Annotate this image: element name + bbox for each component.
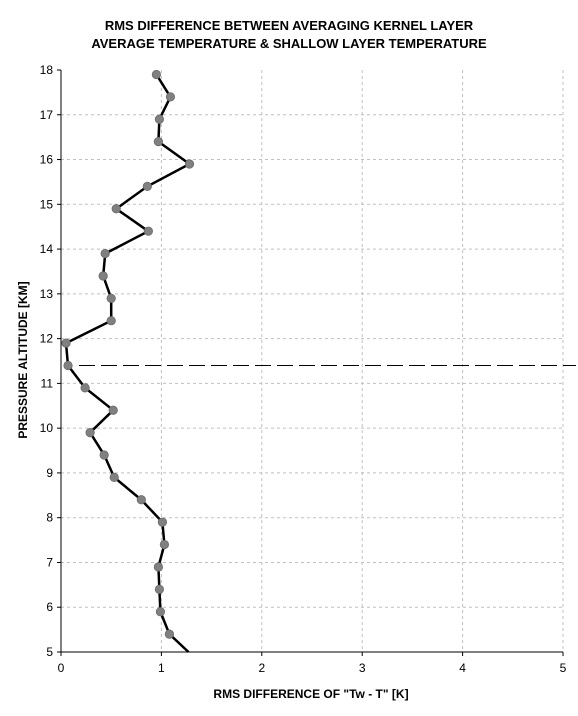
data-point <box>153 137 163 147</box>
series-line <box>64 73 192 653</box>
grid-layer <box>61 70 564 652</box>
data-point <box>80 383 90 393</box>
data-point <box>142 181 152 191</box>
x-tick-label: 4 <box>459 661 466 675</box>
data-point <box>100 248 110 259</box>
data-point <box>165 92 176 102</box>
data-point <box>63 360 73 371</box>
data-point <box>109 472 119 482</box>
y-tick-label: 15 <box>40 197 54 211</box>
data-point <box>136 495 146 505</box>
data-point <box>98 271 108 281</box>
data-point <box>154 584 164 594</box>
axes-layer <box>57 69 564 656</box>
y-tick-label: 8 <box>46 511 53 525</box>
y-tick-label: 12 <box>40 332 54 346</box>
y-tick-label: 14 <box>40 242 54 256</box>
x-tick-label: 1 <box>158 661 165 675</box>
data-point <box>184 159 195 169</box>
data-point <box>143 226 153 236</box>
data-point <box>106 316 116 326</box>
y-tick-label: 5 <box>46 645 53 659</box>
data-point <box>85 428 95 438</box>
data-point <box>164 629 175 639</box>
x-tick-label: 5 <box>560 661 567 675</box>
y-tick-label: 13 <box>40 287 54 301</box>
y-axis-label: PRESSURE ALTITUDE [KM] <box>16 281 30 438</box>
x-tick-label: 3 <box>359 661 366 675</box>
data-point <box>61 338 71 348</box>
data-point <box>111 204 121 214</box>
chart-title-line-2: AVERAGE TEMPERATURE & SHALLOW LAYER TEMP… <box>91 36 487 51</box>
y-tick-label: 10 <box>40 421 54 435</box>
y-tick-label: 11 <box>41 376 54 390</box>
data-point <box>108 405 118 415</box>
data-point <box>159 539 170 550</box>
data-point <box>106 293 116 303</box>
data-point <box>155 607 165 617</box>
y-tick-label: 9 <box>46 466 53 480</box>
y-tick-label: 6 <box>46 600 53 614</box>
x-tick-label: 2 <box>258 661 265 675</box>
x-axis-label: RMS DIFFERENCE OF "Tw - T" [K] <box>213 687 408 701</box>
data-point <box>153 562 163 572</box>
series-markers <box>61 69 195 639</box>
y-tick-label: 17 <box>40 108 54 122</box>
data-point <box>154 114 164 124</box>
x-tick-label: 0 <box>58 661 65 675</box>
data-point <box>99 450 109 460</box>
data-point <box>151 69 161 80</box>
y-tick-label: 16 <box>40 153 54 167</box>
y-tick-label: 18 <box>40 63 54 77</box>
data-point <box>157 517 168 527</box>
chart-title-line-1: RMS DIFFERENCE BETWEEN AVERAGING KERNEL … <box>104 18 474 33</box>
y-tick-label: 7 <box>46 555 53 569</box>
